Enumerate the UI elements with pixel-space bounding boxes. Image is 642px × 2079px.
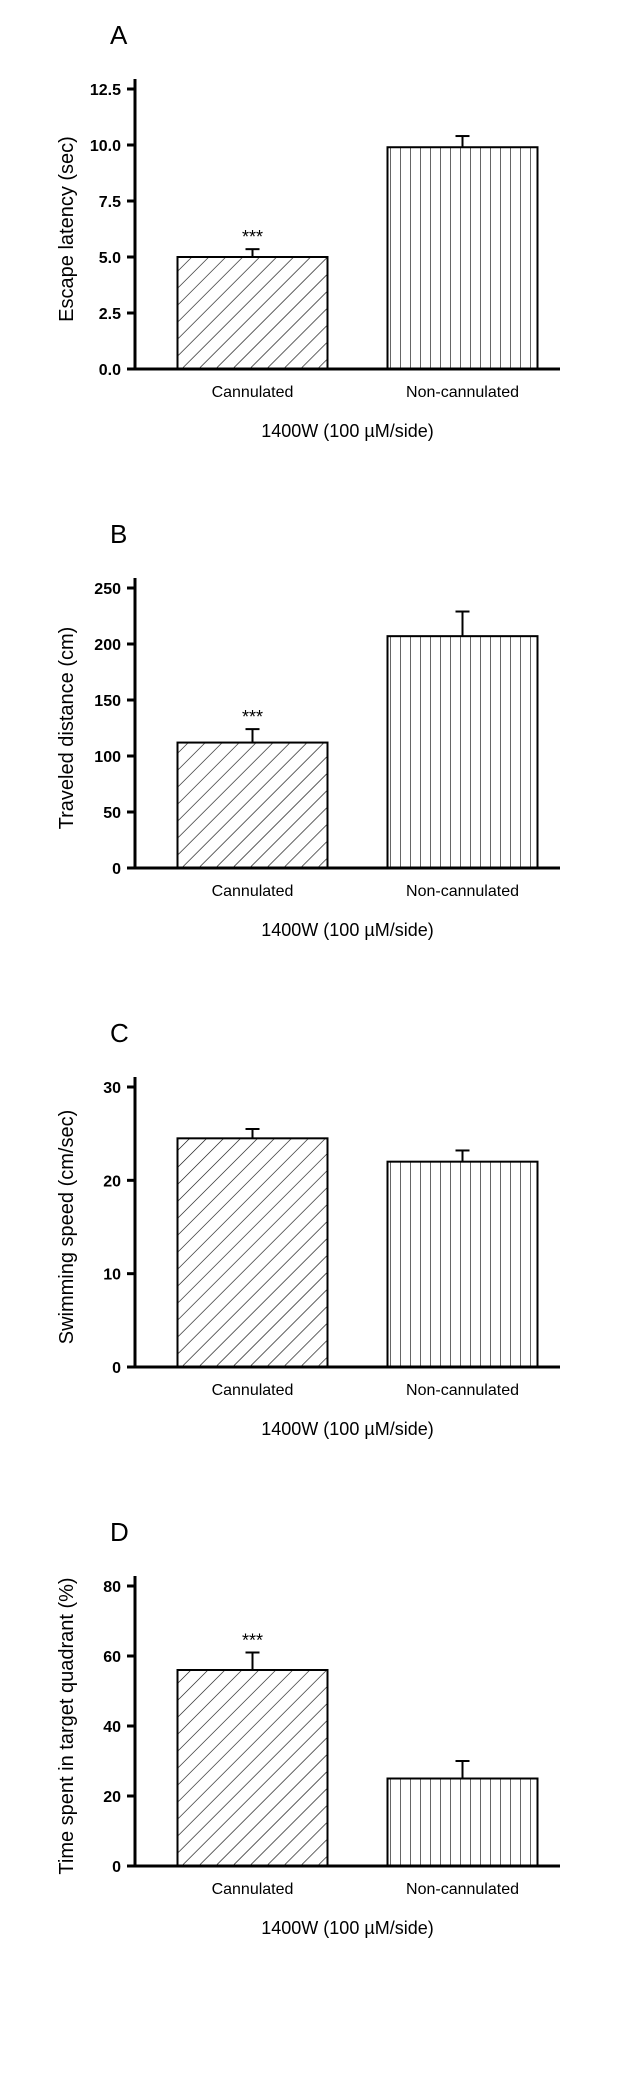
y-axis-label: Traveled distance (cm) <box>56 627 78 830</box>
category-label: Cannulated <box>212 883 294 900</box>
y-tick-label: 80 <box>103 1579 121 1596</box>
y-axis-label: Swimming speed (cm/sec) <box>56 1110 78 1345</box>
bar-chart: 0 20 40 60 80 *** Cannulated Non-cannulated Time… <box>50 1556 590 1956</box>
bar-non-cannulated <box>388 636 538 868</box>
bar-cannulated <box>178 1138 328 1367</box>
chart-wrap: 0 50 100 150 200 250 *** Cannulated Non-cannulat… <box>50 558 632 958</box>
category-label: Cannulated <box>212 1382 294 1399</box>
category-label: Non-cannulated <box>406 1881 519 1898</box>
y-tick-label: 250 <box>94 581 121 598</box>
y-tick-label: 100 <box>94 749 121 766</box>
panel-letter: A <box>110 20 632 51</box>
bar-chart: 0 10 20 30 Cannulated Non-cannulated Swimming … <box>50 1057 590 1457</box>
x-axis-label: 1400W (100 µM/side) <box>261 920 433 940</box>
y-tick-label: 0 <box>112 1360 121 1377</box>
y-tick-label: 0 <box>112 1859 121 1876</box>
y-tick-label: 200 <box>94 637 121 654</box>
y-tick-label: 150 <box>94 693 121 710</box>
category-label: Cannulated <box>212 384 294 401</box>
category-label: Cannulated <box>212 1881 294 1898</box>
category-label: Non-cannulated <box>406 384 519 401</box>
panel-c: C 0 10 20 30 Cannulated Non-cannulated Swimming… <box>10 1018 632 1457</box>
bar-cannulated <box>178 1670 328 1866</box>
bar-non-cannulated <box>388 1779 538 1867</box>
x-axis-label: 1400W (100 µM/side) <box>261 1419 433 1439</box>
y-tick-label: 5.0 <box>99 250 121 267</box>
bar-cannulated <box>178 257 328 369</box>
chart-wrap: 0 20 40 60 80 *** Cannulated Non-cannulated Time… <box>50 1556 632 1956</box>
y-tick-label: 60 <box>103 1649 121 1666</box>
y-tick-label: 2.5 <box>99 306 121 323</box>
panel-d: D 0 20 40 60 80 *** Cannulated Non-cannulated Tim… <box>10 1517 632 1956</box>
y-tick-label: 0 <box>112 861 121 878</box>
panel-b: B 0 50 100 150 200 250 *** Cannulated Non-cannula… <box>10 519 632 958</box>
significance-marker: *** <box>242 1631 263 1651</box>
y-tick-label: 50 <box>103 805 121 822</box>
category-label: Non-cannulated <box>406 1382 519 1399</box>
x-axis-label: 1400W (100 µM/side) <box>261 1918 433 1938</box>
chart-wrap: 0.0 2.5 5.0 7.5 10.0 12.5 *** Cannulated Non-can… <box>50 59 632 459</box>
y-axis-label: Time spent in target quadrant (%) <box>56 1577 78 1874</box>
y-tick-label: 0.0 <box>99 362 121 379</box>
y-tick-label: 10.0 <box>90 138 121 155</box>
x-axis-label: 1400W (100 µM/side) <box>261 421 433 441</box>
y-axis-label: Escape latency (sec) <box>56 136 78 322</box>
significance-marker: *** <box>242 227 263 247</box>
bar-non-cannulated <box>388 1162 538 1367</box>
bar-chart: 0 50 100 150 200 250 *** Cannulated Non-cannulat… <box>50 558 590 958</box>
bar-non-cannulated <box>388 147 538 369</box>
panel-letter: D <box>110 1517 632 1548</box>
significance-marker: *** <box>242 707 263 727</box>
y-tick-label: 7.5 <box>99 194 121 211</box>
y-tick-label: 30 <box>103 1080 121 1097</box>
y-tick-label: 20 <box>103 1173 121 1190</box>
y-tick-label: 12.5 <box>90 82 121 99</box>
y-tick-label: 10 <box>103 1267 121 1284</box>
bar-chart: 0.0 2.5 5.0 7.5 10.0 12.5 *** Cannulated Non-can… <box>50 59 590 459</box>
panel-letter: C <box>110 1018 632 1049</box>
category-label: Non-cannulated <box>406 883 519 900</box>
bar-cannulated <box>178 743 328 868</box>
panel-letter: B <box>110 519 632 550</box>
y-tick-label: 40 <box>103 1719 121 1736</box>
panel-a: A 0.0 2.5 5.0 7.5 10.0 12.5 *** Cannulated Non-ca… <box>10 20 632 459</box>
chart-wrap: 0 10 20 30 Cannulated Non-cannulated Swimming … <box>50 1057 632 1457</box>
y-tick-label: 20 <box>103 1789 121 1806</box>
